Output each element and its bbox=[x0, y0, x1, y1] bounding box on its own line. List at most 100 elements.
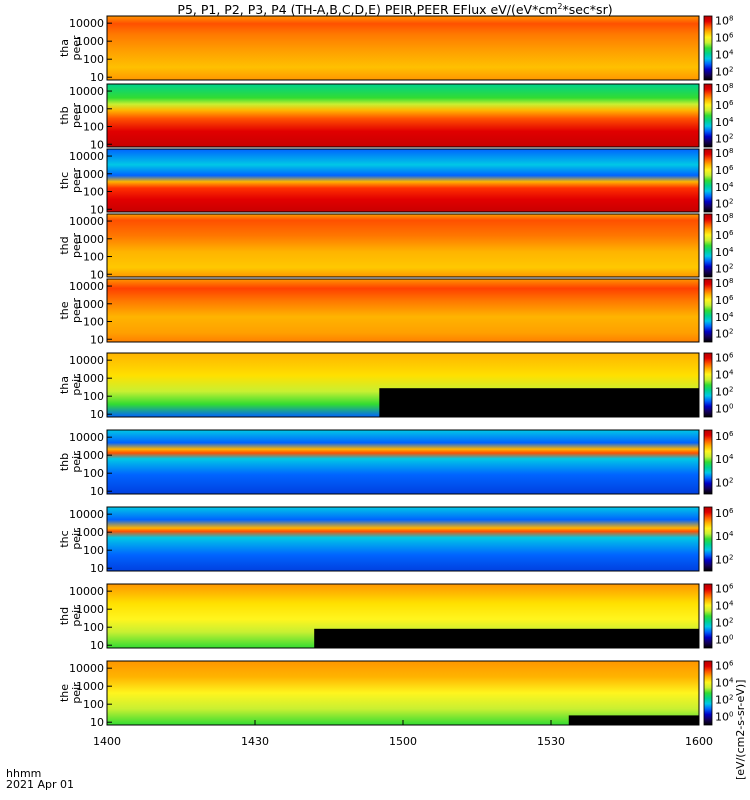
colorbar-tick-label: 102 bbox=[715, 133, 733, 146]
y-tick-label: 10 bbox=[90, 562, 104, 575]
y-tick-label: 10000 bbox=[69, 508, 104, 521]
panel-thb-peer: 10 100 1000 10000 thb peer 102 104 106 108 bbox=[58, 82, 734, 151]
panel-probe-label: thd bbox=[58, 607, 71, 625]
spectrogram-thd-peer bbox=[107, 214, 699, 277]
figure-title: P5, P1, P2, P3, P4 (TH-A,B,C,D,E) PEIR,P… bbox=[177, 2, 612, 17]
colorbar-tick-label: 102 bbox=[715, 263, 733, 276]
panel-frame bbox=[106, 213, 700, 278]
y-tick-label: 1000 bbox=[76, 680, 104, 693]
y-tick-label: 1000 bbox=[76, 233, 104, 246]
panel-species-label: peir bbox=[70, 605, 83, 627]
colorbar bbox=[703, 83, 713, 148]
panel-probe-label: thb bbox=[58, 106, 71, 124]
colorbar-tick-label: 102 bbox=[715, 476, 733, 489]
spectrogram-thc-peer bbox=[107, 149, 699, 212]
colorbar-tick-label: 104 bbox=[715, 246, 734, 259]
colorbar-tick-label: 106 bbox=[715, 351, 734, 364]
y-tick-label: 10000 bbox=[69, 215, 104, 228]
y-tick-label: 10 bbox=[90, 203, 104, 216]
no-data-region bbox=[314, 628, 699, 648]
colorbar-tick-label: 108 bbox=[715, 147, 733, 160]
y-tick-label: 1000 bbox=[76, 449, 104, 462]
y-tick-label: 10 bbox=[90, 716, 104, 729]
colorbar-tick-label: 106 bbox=[715, 582, 734, 595]
colorbar-tick-label: 104 bbox=[715, 599, 734, 612]
y-tick-label: 100 bbox=[83, 121, 104, 134]
y-tick-label: 10000 bbox=[69, 17, 104, 30]
y-tick-label: 100 bbox=[83, 53, 104, 66]
spectrogram-the-peir bbox=[107, 661, 699, 725]
y-tick-label: 10000 bbox=[69, 354, 104, 367]
panel-probe-label: tha bbox=[58, 39, 71, 57]
no-data-region bbox=[379, 388, 699, 417]
x-tick-label: 1500 bbox=[389, 735, 417, 748]
colorbar-tick-label: 104 bbox=[715, 116, 734, 129]
panel-thc-peir: 10 100 1000 10000 thc peir 102 104 106 bbox=[58, 506, 734, 575]
colorbar bbox=[703, 660, 713, 726]
panel-frame bbox=[106, 429, 700, 495]
y-tick-label: 1000 bbox=[76, 372, 104, 385]
y-tick-label: 10 bbox=[90, 639, 104, 652]
colorbar bbox=[703, 213, 713, 278]
date-label: 2021 Apr 01 bbox=[6, 778, 75, 791]
colorbar-tick-label: 102 bbox=[715, 65, 733, 78]
colorbar bbox=[703, 352, 713, 418]
panel-frame bbox=[106, 83, 700, 148]
colorbar-tick-label: 104 bbox=[715, 48, 734, 61]
colorbar-tick-label: 104 bbox=[715, 453, 734, 466]
colorbar-tick-label: 102 bbox=[715, 198, 733, 211]
colorbar-tick-label: 104 bbox=[715, 181, 734, 194]
spectrogram-thb-peer bbox=[107, 84, 699, 147]
panel-species-label: peer bbox=[70, 35, 83, 61]
panel-thd-peer: 10 100 1000 10000 thd peer 102 104 106 108 bbox=[58, 212, 734, 281]
spectrogram-thb-peir bbox=[107, 430, 699, 494]
panel-frame bbox=[106, 506, 700, 572]
panel-species-label: peer bbox=[70, 233, 83, 259]
y-tick-label: 1000 bbox=[76, 298, 104, 311]
panel-probe-label: thd bbox=[58, 236, 71, 254]
y-tick-label: 100 bbox=[83, 544, 104, 557]
panel-species-label: peer bbox=[70, 298, 83, 324]
y-tick-label: 100 bbox=[83, 621, 104, 634]
panel-species-label: peir bbox=[70, 451, 83, 473]
colorbar-tick-label: 104 bbox=[715, 676, 734, 689]
x-tick-label: 1600 bbox=[685, 735, 713, 748]
colorbar bbox=[703, 278, 713, 343]
panel-probe-label: thc bbox=[58, 172, 71, 189]
y-tick-label: 10000 bbox=[69, 431, 104, 444]
colorbar-tick-label: 106 bbox=[715, 659, 734, 672]
colorbar-tick-label: 100 bbox=[715, 633, 733, 646]
colorbar bbox=[703, 15, 713, 81]
colorbar-tick-label: 106 bbox=[715, 99, 734, 112]
panel-species-label: peer bbox=[70, 168, 83, 194]
y-tick-label: 100 bbox=[83, 316, 104, 329]
panel-frame bbox=[106, 15, 700, 81]
y-tick-label: 1000 bbox=[76, 168, 104, 181]
colorbar bbox=[703, 506, 713, 572]
colorbar-tick-label: 106 bbox=[715, 229, 734, 242]
colorbar-tick-label: 106 bbox=[715, 430, 734, 443]
colorbar bbox=[703, 583, 713, 649]
panel-frame bbox=[106, 583, 700, 649]
panel-the-peer: 10 100 1000 10000 the peer 102 104 106 108 bbox=[58, 277, 734, 346]
panel-probe-label: the bbox=[58, 301, 71, 319]
colorbar-tick-label: 106 bbox=[715, 31, 734, 44]
panel-species-label: peir bbox=[70, 528, 83, 550]
panel-probe-label: thc bbox=[58, 530, 71, 547]
x-tick-label: 1530 bbox=[537, 735, 565, 748]
colorbar-tick-label: 106 bbox=[715, 164, 734, 177]
time-axis: 1400 1430 1500 1530 1600 bbox=[93, 720, 713, 748]
x-tick-label: 1400 bbox=[93, 735, 121, 748]
y-tick-label: 1000 bbox=[76, 526, 104, 539]
panel-frame bbox=[106, 278, 700, 343]
panel-species-label: peir bbox=[70, 374, 83, 396]
colorbar-tick-label: 102 bbox=[715, 553, 733, 566]
panel-species-label: peer bbox=[70, 103, 83, 129]
colorbar-tick-label: 102 bbox=[715, 693, 733, 706]
colorbar-tick-label: 108 bbox=[715, 82, 733, 95]
